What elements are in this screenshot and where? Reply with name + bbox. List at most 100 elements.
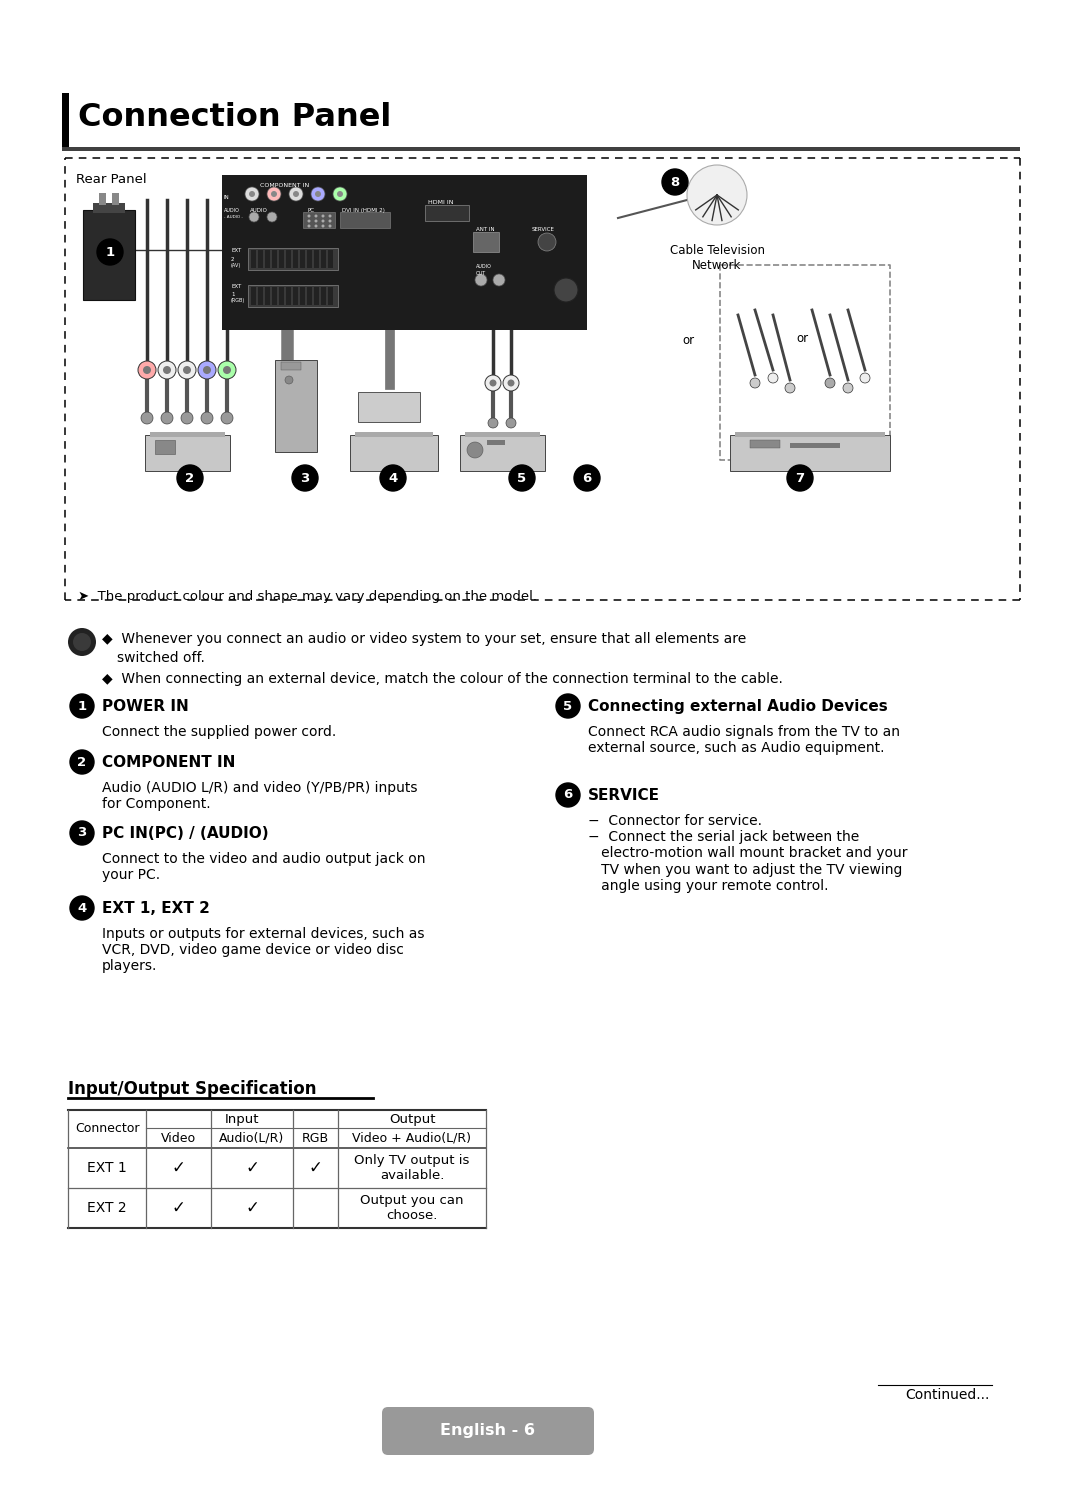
Circle shape [488,418,498,428]
Circle shape [662,169,688,195]
Text: Video: Video [161,1131,197,1144]
Bar [99,193,106,205]
Circle shape [271,192,276,198]
Circle shape [70,820,94,846]
Circle shape [485,374,501,391]
Text: PC IN(PC) / (AUDIO): PC IN(PC) / (AUDIO) [102,826,269,841]
Circle shape [267,187,281,201]
Bar [265,250,270,267]
Text: 4: 4 [78,902,86,914]
Bar [730,435,890,471]
Circle shape [322,214,324,217]
Bar [355,432,433,437]
Circle shape [293,192,299,198]
Bar [272,287,276,305]
Circle shape [308,224,311,227]
Text: or: or [796,331,808,345]
Bar [156,440,175,455]
Text: Rear Panel: Rear Panel [76,172,147,186]
Bar [350,435,438,471]
Text: ANT IN: ANT IN [476,227,495,232]
Circle shape [198,361,216,379]
Bar [286,250,291,267]
Circle shape [785,383,795,392]
Circle shape [183,366,191,374]
Text: 3: 3 [78,826,86,840]
Text: 4: 4 [389,471,397,484]
Text: AUDIO: AUDIO [249,208,268,212]
Text: Cable Television
Network: Cable Television Network [670,244,765,272]
Text: 1: 1 [231,293,234,297]
Text: 8: 8 [671,175,679,189]
Circle shape [687,165,747,224]
Bar [279,287,284,305]
Bar [735,432,885,437]
Text: ✓: ✓ [172,1199,186,1217]
Circle shape [314,220,318,223]
Bar [248,248,338,270]
Text: ➤  The product colour and shape may vary depending on the model.: ➤ The product colour and shape may vary … [78,590,537,603]
Circle shape [860,373,870,383]
Text: 7: 7 [796,471,805,484]
Circle shape [289,187,303,201]
Circle shape [843,383,853,392]
Bar [321,250,326,267]
Bar [275,360,318,452]
Text: 2: 2 [231,257,234,262]
Circle shape [489,379,497,386]
Circle shape [292,465,318,490]
Text: Audio (AUDIO L/R) and video (Y/PB/PR) inputs
for Component.: Audio (AUDIO L/R) and video (Y/PB/PR) in… [102,782,418,811]
Bar [93,204,125,212]
Circle shape [322,220,324,223]
Circle shape [467,441,483,458]
Circle shape [73,633,91,651]
Circle shape [70,750,94,774]
Circle shape [143,366,151,374]
Bar [150,432,225,437]
Text: IN: IN [224,195,230,201]
Circle shape [314,214,318,217]
Circle shape [333,187,347,201]
Bar [426,205,469,221]
Bar [222,175,588,330]
Text: SERVICE: SERVICE [588,788,660,802]
Text: SERVICE: SERVICE [532,227,555,232]
Bar [487,440,505,444]
Circle shape [475,273,487,285]
Text: ✓: ✓ [245,1159,259,1177]
Text: Output: Output [389,1113,435,1125]
Text: ◆  When connecting an external device, match the colour of the connection termin: ◆ When connecting an external device, ma… [102,672,783,687]
Text: Inputs or outputs for external devices, such as
VCR, DVD, video game device or v: Inputs or outputs for external devices, … [102,927,424,973]
Circle shape [68,629,96,655]
Bar [251,287,256,305]
Text: (RGB): (RGB) [231,299,245,303]
Circle shape [314,224,318,227]
Text: - AUDIO -: - AUDIO - [224,215,243,218]
Circle shape [768,373,778,383]
Circle shape [178,361,195,379]
Bar [248,285,338,308]
Circle shape [245,187,259,201]
Text: EXT: EXT [231,284,241,288]
Circle shape [163,366,171,374]
FancyBboxPatch shape [382,1407,594,1455]
Bar [307,287,312,305]
Bar [473,232,499,253]
Circle shape [203,366,211,374]
Text: ✓: ✓ [172,1159,186,1177]
Circle shape [750,377,760,388]
Text: DVI IN (HDMI 2): DVI IN (HDMI 2) [342,208,384,212]
Circle shape [787,465,813,490]
Circle shape [509,465,535,490]
Circle shape [201,412,213,424]
Bar [293,250,298,267]
Text: COMPONENT IN: COMPONENT IN [260,183,309,189]
Circle shape [538,233,556,251]
Circle shape [249,192,255,198]
Circle shape [556,694,580,718]
Text: EXT: EXT [231,248,241,253]
Bar [293,287,298,305]
Text: PC: PC [308,208,315,212]
Text: Continued...: Continued... [906,1388,990,1401]
Bar [258,287,264,305]
